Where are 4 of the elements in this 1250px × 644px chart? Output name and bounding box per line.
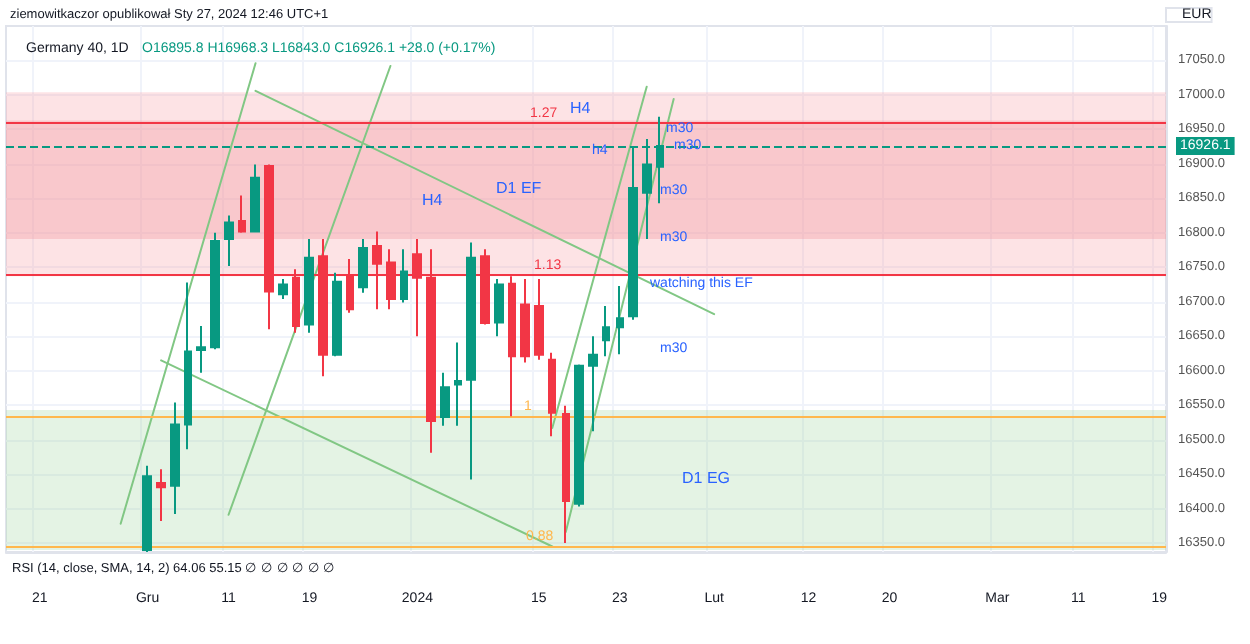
band-label: H4 — [422, 191, 444, 210]
band-label: H4 — [570, 99, 592, 118]
band-label: D1 EF — [496, 178, 542, 197]
band-label: D1 EG — [682, 468, 731, 487]
